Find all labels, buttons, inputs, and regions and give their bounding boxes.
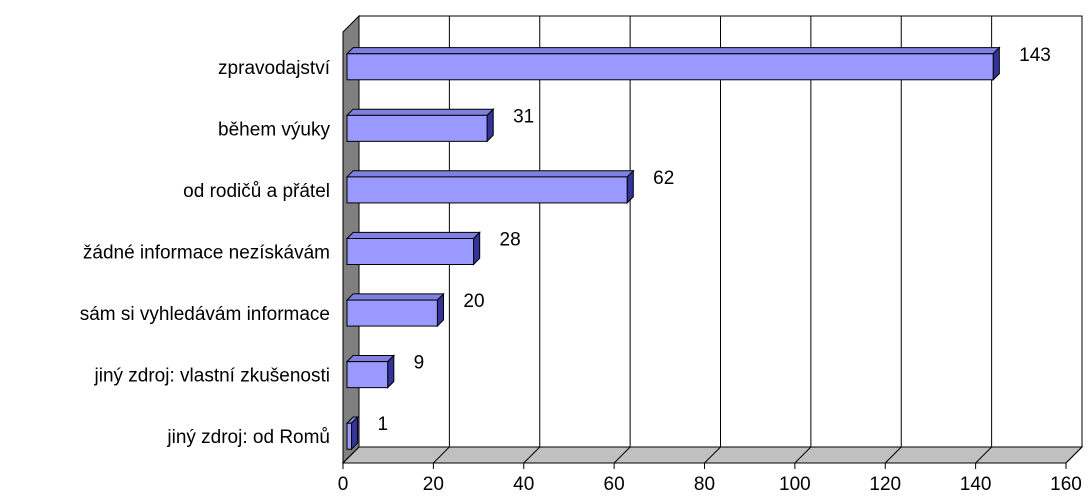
x-tick-label: 140 [960,474,992,495]
category-label: sám si vyhledávám informace [80,304,330,325]
floor-gridline [704,446,721,464]
category-label: žádné informace nezískávám [83,243,330,264]
bar-top-face [345,47,1001,55]
bar-top-face [345,170,635,178]
bar [345,292,445,328]
bar [345,231,481,266]
data-labels: 143 31 62 28 20 9 1 [378,45,1051,435]
bar [345,46,1001,81]
data-label: 62 [653,168,674,189]
floor-gridline [433,446,450,464]
floor-gridline [523,446,541,464]
floor-gridline [1065,446,1083,464]
bar-side-face [351,415,359,451]
bar-side-face [473,231,481,266]
x-tick-label: 60 [604,474,625,495]
x-tick-label: 120 [869,474,901,495]
bar-top-face [345,231,481,239]
data-label: 20 [463,291,484,312]
bar-top-face [345,108,495,116]
bar [345,354,396,389]
bar-side-face [486,107,494,143]
category-label: zpravodajství [218,58,331,79]
bar-front-face [346,114,488,142]
gridlines [342,16,1083,469]
bar-front-face [346,361,389,389]
x-tick-label: 20 [423,474,444,495]
floor-gridline [884,446,902,464]
x-tick-label: 100 [779,474,811,495]
category-labels: zpravodajství během výuky od rodičů a přát… [80,58,331,448]
data-label: 1 [378,414,389,435]
category-label: od rodičů a přátel [183,181,330,202]
bar [345,415,359,451]
x-tick-label: 0 [338,474,349,495]
x-tick-label: 160 [1050,474,1082,495]
category-label: jiný zdroj: vlastní zkušenosti [94,366,331,387]
category-label: během výuky [218,119,330,140]
bar-front-face [346,53,994,81]
bar [345,169,635,205]
bar-front-face [346,238,475,265]
category-label: jiný zdroj: od Romů [166,427,330,448]
floor-gridline [794,446,812,464]
bar-front-face [346,299,438,327]
x-tick-label: 80 [694,474,715,495]
data-label: 28 [500,230,521,251]
bar-side-face [436,292,445,328]
bar-front-face [346,422,353,450]
floor-gridline [342,446,360,464]
bar-top-face [345,293,445,301]
x-tick-label: 40 [513,474,534,495]
bar-top-face [345,354,396,363]
data-label: 143 [1019,45,1051,66]
floor-gridline [975,446,992,464]
x-tick-labels: 0 20 40 60 80 100 120 140 160 [338,474,1082,495]
floor-gridline [613,446,631,464]
bar-front-face [346,176,628,204]
bar-side-face [387,354,395,389]
data-label: 31 [513,106,534,127]
data-label: 9 [414,353,425,374]
bar-side-face [626,169,634,205]
bar [345,107,495,143]
bars [345,46,1001,451]
bar-side-face [992,46,1000,81]
